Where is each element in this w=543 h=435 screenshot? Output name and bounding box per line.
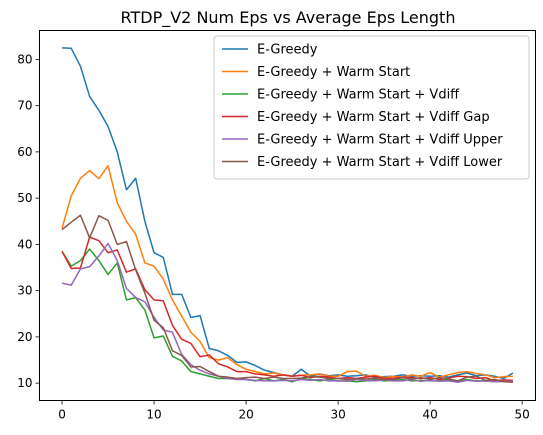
x-tick-label: 50 (515, 408, 530, 422)
legend-label-2: E-Greedy + Warm Start + Vdiff (257, 88, 460, 103)
series-line-4 (61, 242, 513, 383)
legend-label-1: E-Greedy + Warm Start (257, 65, 410, 80)
x-tick-label: 0 (58, 408, 66, 422)
y-tick-label: 30 (17, 284, 32, 298)
series-line-5 (61, 214, 513, 383)
legend-label-4: E-Greedy + Warm Start + Vdiff Upper (257, 133, 503, 148)
x-tick-label: 20 (238, 408, 253, 422)
x-tick-label: 40 (422, 408, 437, 422)
x-tick-label: 10 (146, 408, 161, 422)
legend-box (213, 35, 530, 180)
y-tick-label: 70 (17, 99, 32, 113)
legend: E-Greedy E-Greedy + Warm Start E-Greedy + … (213, 35, 530, 180)
legend-label-3: E-Greedy + Warm Start + Vdiff Gap (257, 110, 490, 125)
plot-frame (39, 30, 536, 401)
legend-label-0: E-Greedy (257, 43, 318, 58)
series-line-3 (61, 236, 513, 382)
y-tick-label: 10 (17, 376, 32, 390)
y-tick-label: 80 (17, 52, 32, 66)
legend-label-5: E-Greedy + Warm Start + Vdiff Lower (257, 155, 503, 170)
y-tick-label: 40 (17, 237, 32, 251)
x-axis: 0 10 20 30 40 50 (58, 400, 530, 422)
y-tick-label: 50 (17, 191, 32, 205)
series-layer (61, 47, 514, 383)
chart-title: RTDP_V2 Num Eps vs Average Eps Length (121, 8, 456, 28)
y-tick-label: 20 (17, 330, 32, 344)
x-tick-label: 30 (330, 408, 345, 422)
y-axis: 10 20 30 40 50 60 70 80 (17, 52, 40, 390)
series-line-2 (61, 248, 513, 383)
y-tick-label: 60 (17, 145, 32, 159)
